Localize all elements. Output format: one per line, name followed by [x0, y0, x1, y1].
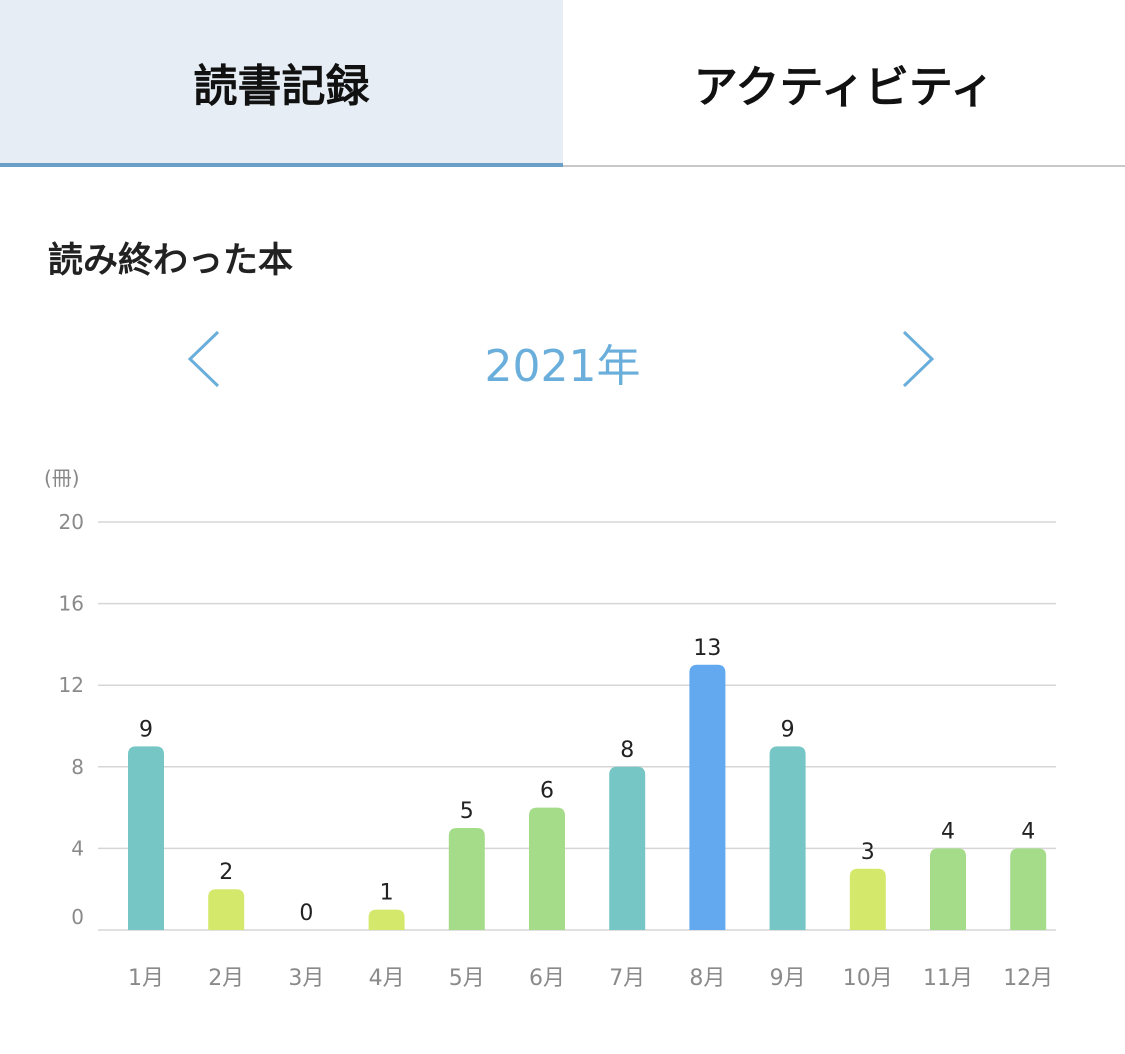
next-year-button[interactable] — [896, 328, 942, 390]
chevron-right-icon — [902, 330, 935, 388]
y-tick-label: 0 — [71, 905, 84, 929]
data-label: 5 — [460, 799, 474, 824]
tab-activity[interactable]: アクティビティ — [563, 0, 1125, 167]
section-title: 読み終わった本 — [48, 241, 294, 281]
data-label: 8 — [620, 738, 634, 763]
x-tick-label: 3月 — [288, 966, 324, 991]
data-label: 1 — [380, 881, 394, 906]
data-label: 0 — [299, 901, 313, 926]
data-label: 9 — [781, 717, 795, 742]
bar — [689, 664, 726, 930]
bar — [529, 807, 565, 930]
y-tick-label: 16 — [59, 592, 84, 616]
data-label: 4 — [941, 819, 955, 844]
x-tick-label: 1月 — [128, 966, 164, 991]
bar — [448, 828, 485, 930]
x-tick-label: 12月 — [1003, 966, 1053, 991]
tab-reading-record[interactable]: 読書記録 — [0, 0, 563, 167]
x-tick-label: 4月 — [369, 966, 405, 991]
bar — [609, 766, 646, 930]
tab-bar: 読書記録 アクティビティ — [0, 0, 1125, 167]
data-label: 6 — [540, 779, 554, 804]
bar — [1010, 848, 1047, 930]
year-navigation: 2021年 — [0, 320, 1125, 400]
x-tick-label: 5月 — [449, 966, 485, 991]
bar — [930, 848, 966, 930]
bar — [128, 746, 164, 930]
x-tick-label: 2月 — [208, 966, 244, 991]
bar — [368, 909, 405, 930]
x-tick-label: 11月 — [923, 966, 973, 991]
chevron-left-icon — [187, 330, 220, 388]
y-tick-label: 4 — [71, 836, 84, 860]
bar — [849, 868, 886, 930]
x-tick-label: 9月 — [770, 966, 806, 991]
x-tick-label: 6月 — [529, 966, 565, 991]
prev-year-button[interactable] — [180, 328, 226, 390]
x-tick-label: 8月 — [689, 966, 725, 991]
data-label: 3 — [861, 840, 875, 865]
y-tick-label: 20 — [59, 510, 84, 534]
bar-chart: (冊) 0 4 8 12 16 20 9 1月 2 2月 0 3月 1 4月 5 5月 6 6月 8 7月 13 8月 9 9月… — [44, 466, 1056, 991]
data-label: 9 — [139, 717, 153, 742]
x-tick-label: 10月 — [843, 966, 893, 991]
y-tick-label: 8 — [71, 755, 84, 779]
data-label: 4 — [1021, 819, 1035, 844]
bar — [208, 889, 245, 930]
data-label: 13 — [693, 636, 721, 661]
y-axis-unit-label: (冊) — [44, 466, 80, 490]
year-label: 2021年 — [484, 341, 641, 392]
x-tick-label: 7月 — [609, 966, 645, 991]
y-tick-label: 12 — [59, 673, 84, 697]
books-read-chart: (冊) 0 4 8 12 16 20 9 1月 2 2月 0 3月 1 4月 5 5月 6 6月 8 7月 13 8月 9 9月… — [0, 450, 1125, 1030]
bar — [769, 746, 806, 930]
data-label: 2 — [219, 860, 233, 885]
